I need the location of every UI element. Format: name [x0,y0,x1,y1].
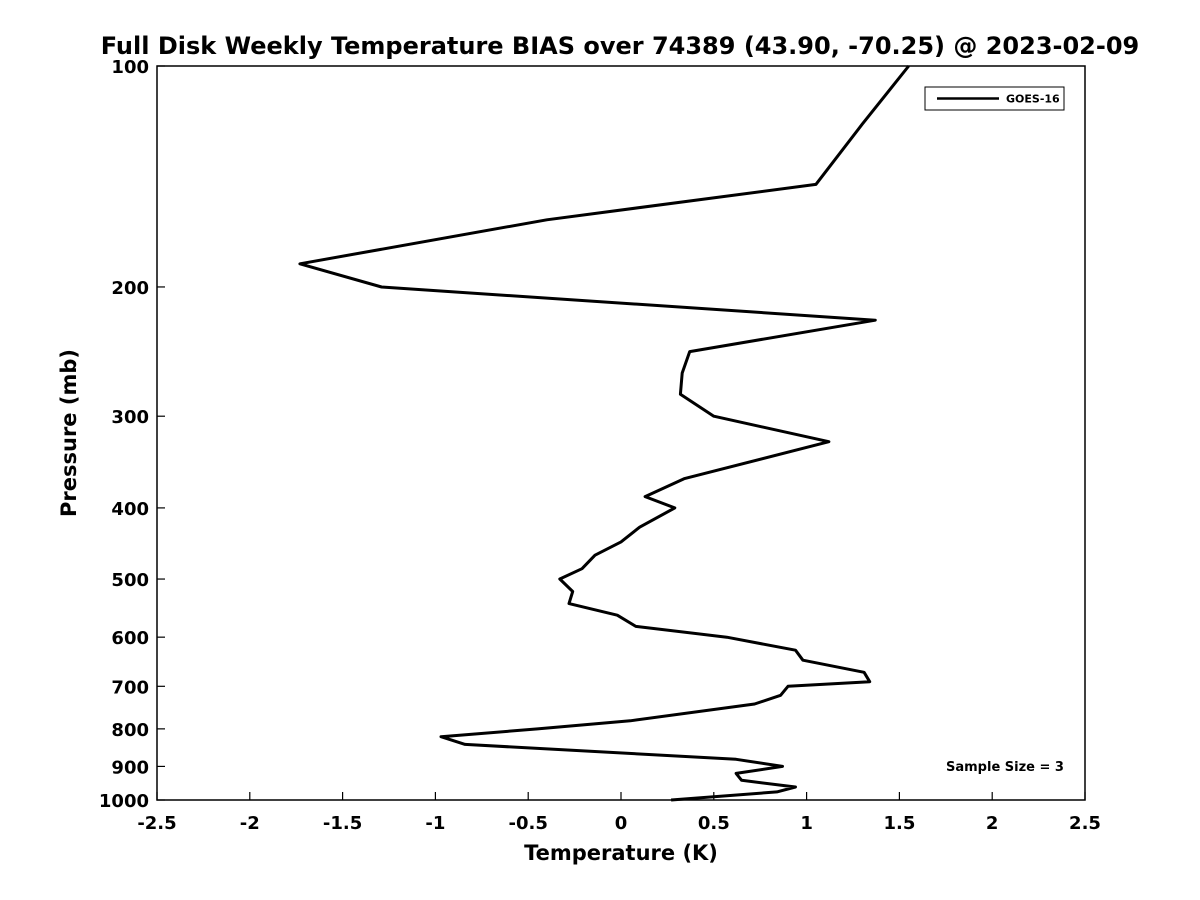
y-tick-label: 300 [111,407,149,428]
y-axis-ticks: 100 200 300 400 500 600 700 800 900 1000 [99,57,165,812]
x-tick-label: -0.5 [509,813,548,834]
legend: GOES-16 [924,86,1065,111]
x-axis-label: Temperature (K) [524,841,718,865]
y-tick-label: 100 [111,57,149,78]
x-axis-ticks: -2.5 -2 -1.5 -1 -0.5 0 0.5 1 1.5 2 2.5 [137,792,1101,834]
y-tick-label: 600 [111,628,149,649]
y-tick-label: 500 [111,570,149,591]
x-tick-label: 0.5 [698,813,730,834]
x-tick-label: 1 [800,813,813,834]
x-tick-label: 1.5 [883,813,915,834]
x-tick-label: 2 [986,813,999,834]
sample-size-annotation: Sample Size = 3 [946,760,1064,775]
legend-label-goes-16: GOES-16 [1006,93,1060,106]
chart-title: Full Disk Weekly Temperature BIAS over 7… [101,32,1140,60]
x-tick-label: -2.5 [137,813,176,834]
y-tick-label: 400 [111,499,149,520]
series-layer [298,65,910,802]
x-tick-label: -1.5 [323,813,362,834]
x-tick-label: -1 [425,813,445,834]
y-tick-label: 700 [111,677,149,698]
y-tick-label: 800 [111,720,149,741]
x-tick-label: 2.5 [1069,813,1101,834]
y-tick-label: 200 [111,278,149,299]
y-axis-label: Pressure (mb) [57,349,81,517]
series-line-goes-16 [298,65,910,802]
x-tick-label: -2 [240,813,260,834]
x-tick-label: 0 [615,813,628,834]
y-tick-label: 900 [111,757,149,778]
y-tick-label: 1000 [99,791,149,812]
